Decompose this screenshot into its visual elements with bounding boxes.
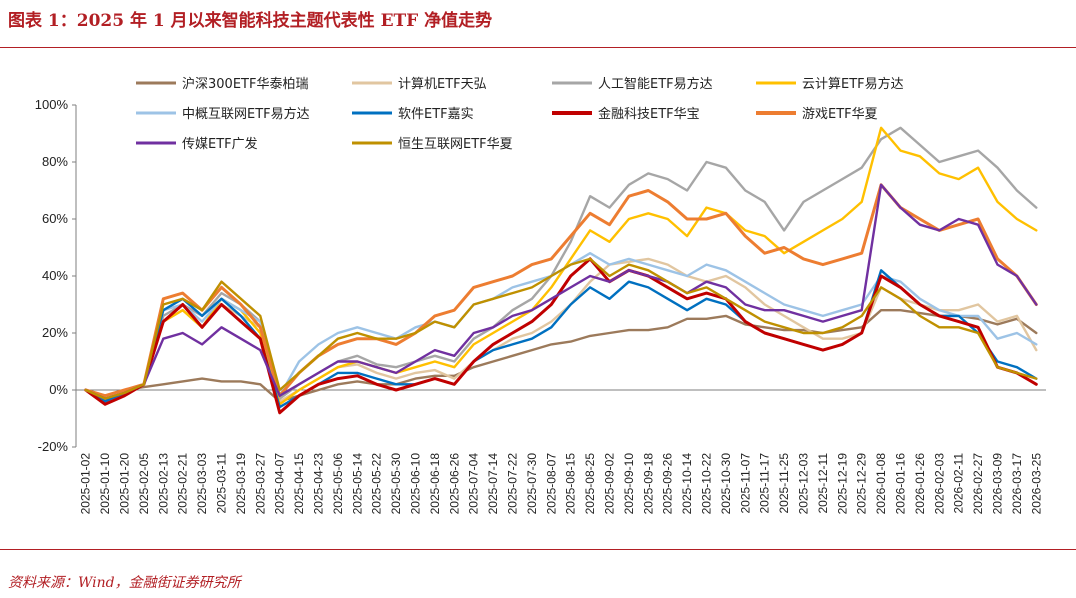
x-tick-label: 2025-03-11	[215, 453, 229, 514]
x-tick-label: 2025-04-07	[273, 453, 287, 515]
series-line-0	[84, 309, 1038, 403]
x-tick-label: 2025-03-27	[253, 453, 267, 515]
y-tick-label: 40%	[42, 268, 68, 283]
legend-label: 中概互联网ETF易方达	[182, 106, 310, 122]
x-tick-label: 2025-06-18	[428, 453, 442, 515]
x-tick-label: 2026-03-17	[1010, 453, 1024, 515]
x-tick-label: 2025-11-17	[758, 453, 772, 514]
x-tick-label: 2025-01-02	[79, 453, 93, 515]
series-line-5	[84, 269, 1038, 409]
x-tick-label: 2025-12-19	[835, 453, 849, 515]
x-tick-label: 2025-07-14	[486, 453, 500, 515]
y-tick-label: -20%	[38, 439, 69, 454]
x-tick-label: 2025-07-22	[506, 453, 520, 515]
x-tick-label: 2025-06-26	[447, 453, 461, 515]
x-tick-label: 2025-04-15	[292, 453, 306, 515]
series-line-9	[84, 257, 1038, 400]
x-tick-label: 2025-02-05	[137, 453, 151, 515]
series-line-3	[84, 126, 1038, 406]
x-tick-label: 2026-02-03	[932, 453, 946, 515]
x-tick-label: 2025-09-10	[622, 453, 636, 515]
y-tick-label: 80%	[42, 154, 68, 169]
legend-label: 金融科技ETF华宝	[598, 106, 700, 122]
x-tick-label: 2025-08-07	[544, 453, 558, 515]
x-tick-label: 2025-10-14	[680, 453, 694, 515]
legend-label: 云计算ETF易方达	[802, 76, 904, 92]
x-tick-label: 2026-01-08	[874, 453, 888, 515]
legend-label: 沪深300ETF华泰柏瑞	[182, 76, 308, 92]
legend-label: 恒生互联网ETF华夏	[398, 137, 513, 152]
legend-label: 传媒ETF广发	[182, 136, 258, 152]
x-tick-label: 2026-01-16	[894, 453, 908, 515]
x-tick-label: 2026-03-25	[1029, 453, 1043, 515]
y-tick-label: 100%	[35, 97, 69, 112]
legend-label: 游戏ETF华夏	[802, 107, 878, 122]
x-tick-label: 2026-02-27	[971, 453, 985, 515]
x-tick-label: 2025-02-13	[156, 453, 170, 515]
y-tick-label: 20%	[42, 325, 68, 340]
series-line-8	[84, 183, 1038, 400]
x-tick-label: 2025-09-18	[641, 453, 655, 515]
x-tick-label: 2025-07-04	[467, 453, 481, 515]
x-tick-label: 2025-10-22	[700, 453, 714, 515]
x-tick-label: 2025-09-02	[603, 453, 617, 515]
x-tick-label: 2025-12-29	[855, 453, 869, 515]
series-line-7	[84, 183, 1038, 398]
legend-label: 人工智能ETF易方达	[598, 76, 713, 92]
x-tick-label: 2025-12-03	[797, 453, 811, 515]
source-note: 资料来源：Wind，金融街证券研究所	[8, 575, 241, 591]
legend-label: 软件ETF嘉实	[398, 107, 474, 122]
x-tick-label: 2025-05-06	[331, 453, 345, 515]
x-tick-label: 2025-10-30	[719, 453, 733, 515]
series-line-2	[84, 126, 1038, 400]
x-tick-label: 2025-11-07	[738, 453, 752, 514]
x-tick-label: 2025-01-20	[118, 453, 132, 515]
x-tick-label: 2025-07-30	[525, 453, 539, 515]
y-tick-label: 60%	[42, 211, 68, 226]
legend-label: 计算机ETF天弘	[398, 77, 487, 92]
x-tick-label: 2025-03-03	[195, 453, 209, 515]
x-tick-label: 2026-01-26	[913, 453, 927, 515]
x-tick-label: 2025-09-26	[661, 453, 675, 515]
series-line-1	[84, 257, 1038, 403]
x-tick-label: 2025-05-22	[370, 453, 384, 515]
x-tick-label: 2025-05-14	[350, 453, 364, 515]
x-tick-label: 2025-11-25	[777, 453, 791, 514]
x-tick-label: 2025-03-19	[234, 453, 248, 515]
chart-title: 图表 1：2025 年 1 月以来智能科技主题代表性 ETF 净值走势	[8, 11, 493, 31]
x-tick-label: 2025-06-10	[409, 453, 423, 515]
series-line-6	[84, 257, 1038, 415]
footer-rule	[0, 549, 1076, 550]
x-tick-label: 2025-08-15	[564, 453, 578, 515]
x-tick-label: 2026-02-11	[952, 453, 966, 514]
x-tick-label: 2025-12-11	[816, 453, 830, 514]
x-tick-label: 2026-03-09	[991, 453, 1005, 515]
y-tick-label: 0%	[49, 382, 68, 397]
x-tick-label: 2025-05-30	[389, 453, 403, 515]
header-rule	[0, 47, 1076, 48]
line-chart: -20% 0% 20% 40% 60% 80% 100% 2025-01-02 2025-01-…	[35, 76, 1046, 515]
x-tick-label: 2025-08-25	[583, 453, 597, 515]
x-tick-label: 2025-04-23	[312, 453, 326, 515]
x-tick-label: 2025-01-10	[98, 453, 112, 515]
x-tick-label: 2025-02-21	[176, 453, 190, 515]
